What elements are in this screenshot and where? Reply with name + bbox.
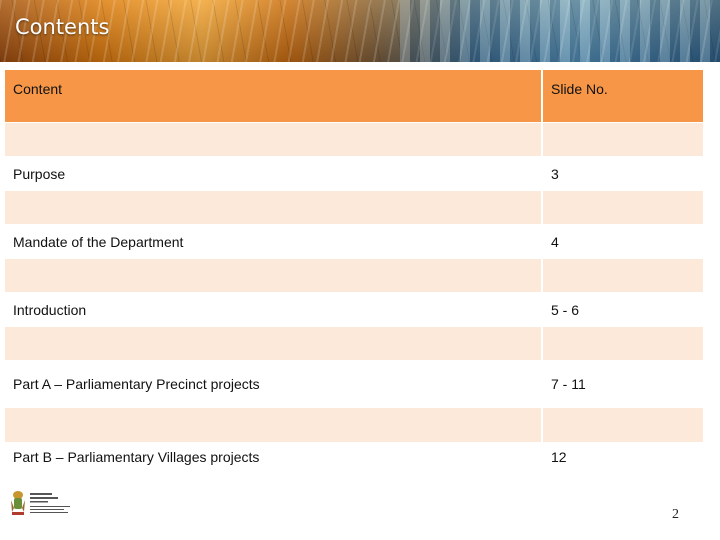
table-row: Purpose 3 — [5, 157, 703, 191]
table-row — [5, 123, 703, 157]
header-content-cell: Content — [5, 70, 543, 123]
row-slide-no-cell: 12 — [543, 443, 703, 471]
row-content-cell: Introduction — [5, 293, 543, 327]
row-slide-no-cell: 4 — [543, 225, 703, 259]
title-banner: Contents — [0, 0, 720, 62]
row-content-cell: Purpose — [5, 157, 543, 191]
row-slide-no-cell — [543, 259, 703, 293]
table-row — [5, 408, 703, 443]
row-slide-no-cell — [543, 327, 703, 361]
row-slide-no-cell — [543, 123, 703, 157]
row-content-cell: Mandate of the Department — [5, 225, 543, 259]
row-content-cell: Part A – Parliamentary Precinct projects — [5, 361, 543, 408]
header-content-label: Content — [13, 81, 63, 97]
contents-table: Content Slide No. Purpose 3 Mandate of t… — [5, 70, 703, 471]
table-row — [5, 327, 703, 361]
header-slide-no-label: Slide No. — [551, 81, 608, 97]
table-row: Introduction 5 - 6 — [5, 293, 703, 327]
table-row: Part A – Parliamentary Precinct projects… — [5, 361, 703, 408]
row-slide-no-cell — [543, 408, 703, 443]
header-slide-no-cell: Slide No. — [543, 70, 703, 123]
row-content-cell — [5, 259, 543, 293]
table-row — [5, 259, 703, 293]
table-header-row: Content Slide No. — [5, 70, 703, 123]
table-row — [5, 191, 703, 225]
row-slide-no-cell: 5 - 6 — [543, 293, 703, 327]
row-content-cell — [5, 408, 543, 443]
row-content-cell: Part B – Parliamentary Villages projects — [5, 443, 543, 471]
page-number: 2 — [672, 507, 679, 522]
row-content-cell — [5, 123, 543, 157]
slide-title: Contents — [15, 15, 110, 39]
row-content-cell — [5, 191, 543, 225]
table-row: Part B – Parliamentary Villages projects… — [5, 443, 703, 471]
row-content-cell — [5, 327, 543, 361]
row-slide-no-cell — [543, 191, 703, 225]
row-slide-no-cell: 7 - 11 — [543, 361, 703, 408]
coat-of-arms-icon — [8, 488, 74, 520]
table-row: Mandate of the Department 4 — [5, 225, 703, 259]
row-slide-no-cell: 3 — [543, 157, 703, 191]
